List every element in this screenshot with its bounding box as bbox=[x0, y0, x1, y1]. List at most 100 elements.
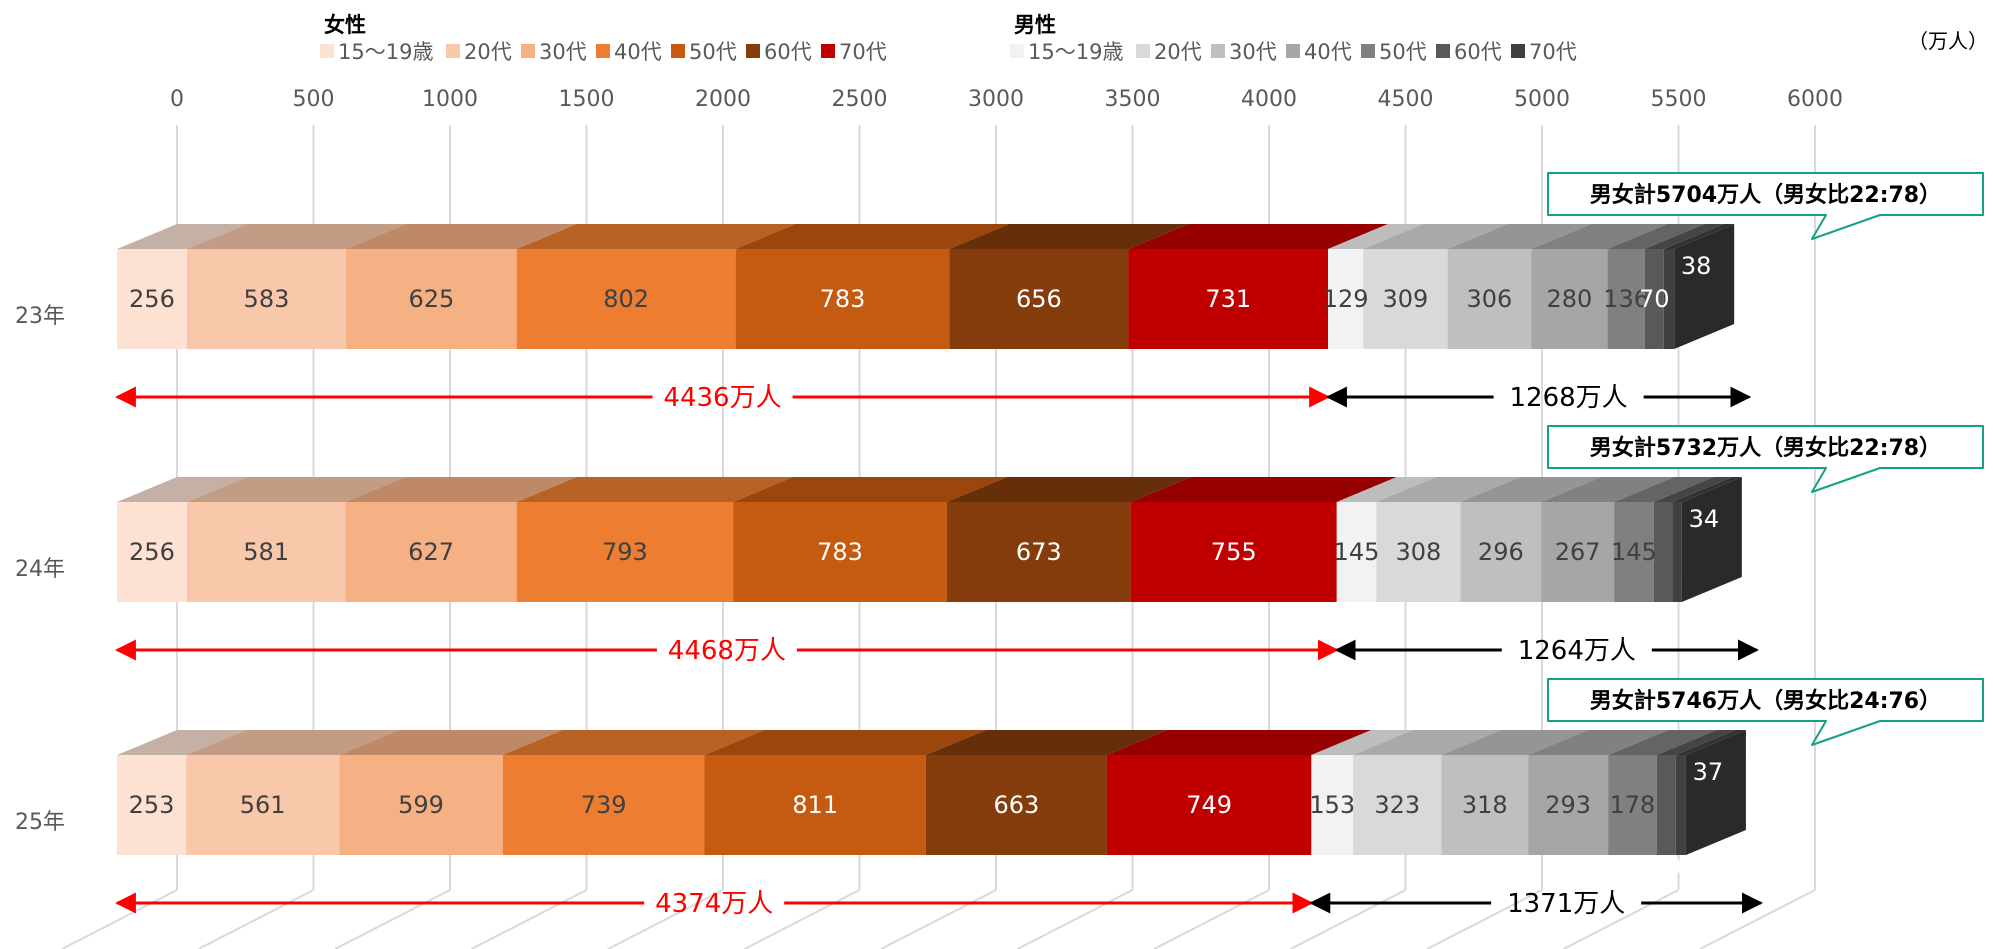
floor-line bbox=[1563, 889, 1679, 949]
data-label: 129 bbox=[1323, 285, 1369, 313]
bar-segment bbox=[186, 502, 346, 602]
bar-top-face bbox=[1460, 477, 1602, 502]
legend-swatch bbox=[821, 44, 835, 58]
bar-top-face bbox=[186, 224, 407, 249]
data-label: 673 bbox=[1016, 538, 1062, 566]
bar-top-face bbox=[117, 224, 247, 249]
bar-top-face bbox=[1675, 730, 1746, 755]
bar-top-face bbox=[1656, 730, 1736, 755]
bar-segment bbox=[117, 755, 187, 855]
data-label: 739 bbox=[581, 791, 627, 819]
legend-label: 70代 bbox=[1529, 40, 1577, 64]
bar-segment bbox=[345, 502, 517, 602]
legend-label: 50代 bbox=[1379, 40, 1427, 64]
data-label: 256 bbox=[129, 285, 175, 313]
floor-line bbox=[198, 889, 314, 949]
legend-label: 40代 bbox=[614, 40, 662, 64]
data-label: 625 bbox=[408, 285, 454, 313]
bar-segment bbox=[117, 249, 187, 349]
bar-segment bbox=[1336, 502, 1377, 602]
bar-top-face bbox=[1608, 730, 1717, 755]
bar-top-face bbox=[1336, 477, 1437, 502]
bar-segment bbox=[186, 755, 340, 855]
floor-line bbox=[607, 889, 724, 949]
bar-segment bbox=[1675, 755, 1686, 855]
bar-top-face bbox=[186, 477, 406, 502]
bar-top-face bbox=[345, 477, 577, 502]
bar-segment bbox=[1614, 502, 1654, 602]
bar-segment bbox=[1441, 755, 1529, 855]
data-label: 145 bbox=[1611, 538, 1657, 566]
data-label: 656 bbox=[1016, 285, 1062, 313]
floor-line bbox=[1290, 889, 1406, 949]
legend-label: 60代 bbox=[1454, 40, 1502, 64]
data-label: 178 bbox=[1610, 791, 1656, 819]
legend-swatch bbox=[1010, 44, 1024, 58]
bar-segment bbox=[1311, 755, 1354, 855]
bar-top-face bbox=[117, 730, 247, 755]
bar-segment bbox=[117, 502, 187, 602]
data-label: 323 bbox=[1374, 791, 1420, 819]
data-label: 663 bbox=[993, 791, 1039, 819]
bar-top-face bbox=[1328, 224, 1424, 249]
x-tick-label: 0 bbox=[170, 87, 184, 112]
bar-top-face bbox=[733, 477, 1007, 502]
legend-swatch bbox=[596, 44, 610, 58]
x-tick-label: 2500 bbox=[832, 87, 888, 112]
x-tick-label: 2000 bbox=[695, 87, 751, 112]
floor-line bbox=[1153, 889, 1270, 949]
bar-segment bbox=[1653, 502, 1673, 602]
bar-segment bbox=[946, 502, 1131, 602]
male-total-label: 1268万人 bbox=[1510, 383, 1628, 413]
legend-swatch bbox=[1136, 44, 1150, 58]
data-label: 802 bbox=[603, 285, 649, 313]
total-callout-label: 男女計5746万人（男女比24:76） bbox=[1590, 688, 1941, 714]
bar-segment bbox=[1607, 249, 1645, 349]
x-tick-label: 500 bbox=[293, 87, 335, 112]
data-label: 731 bbox=[1205, 285, 1251, 313]
bar-segment bbox=[1541, 502, 1615, 602]
bar-top-face bbox=[1447, 224, 1592, 249]
legend-group-label: 女性 bbox=[324, 13, 366, 37]
data-label: 145 bbox=[1334, 538, 1380, 566]
data-label: 267 bbox=[1555, 538, 1601, 566]
bar-top-face bbox=[949, 224, 1189, 249]
data-label: 136 bbox=[1603, 285, 1649, 313]
data-label: 599 bbox=[398, 791, 444, 819]
x-tick-label: 3500 bbox=[1105, 87, 1161, 112]
bar-top-face bbox=[1531, 224, 1668, 249]
bar-top-face bbox=[186, 730, 400, 755]
data-label: 755 bbox=[1211, 538, 1257, 566]
bar-top-face bbox=[516, 224, 796, 249]
legend-group-label: 男性 bbox=[1014, 13, 1056, 37]
bar-segment bbox=[735, 249, 950, 349]
bar-segment bbox=[1106, 755, 1312, 855]
total-callout-box bbox=[1547, 425, 1984, 493]
floor-line bbox=[471, 889, 587, 949]
bar-segment bbox=[1531, 249, 1608, 349]
legend-swatch bbox=[521, 44, 535, 58]
floor-line bbox=[61, 889, 178, 949]
bar-segment bbox=[704, 755, 926, 855]
legend-label: 20代 bbox=[1154, 40, 1202, 64]
x-tick-label: 4500 bbox=[1378, 87, 1434, 112]
bar-top-face bbox=[1644, 224, 1724, 249]
bar-segment bbox=[1363, 249, 1448, 349]
data-label: 280 bbox=[1546, 285, 1592, 313]
legend-label: 50代 bbox=[689, 40, 737, 64]
bar-segment bbox=[516, 249, 736, 349]
data-label: 306 bbox=[1466, 285, 1512, 313]
female-total-label: 4436万人 bbox=[663, 383, 781, 413]
data-label: 793 bbox=[602, 538, 648, 566]
data-label: 583 bbox=[244, 285, 290, 313]
bar-top-face bbox=[516, 477, 794, 502]
total-callout-box bbox=[1547, 678, 1984, 746]
legend-swatch bbox=[1436, 44, 1450, 58]
bar-segment bbox=[733, 502, 947, 602]
bar-top-face bbox=[1353, 730, 1502, 755]
data-label: 153 bbox=[1309, 791, 1355, 819]
legend-swatch bbox=[671, 44, 685, 58]
bar-segment bbox=[1644, 249, 1664, 349]
bar-segment bbox=[1460, 502, 1542, 602]
bar-segment bbox=[339, 755, 503, 855]
